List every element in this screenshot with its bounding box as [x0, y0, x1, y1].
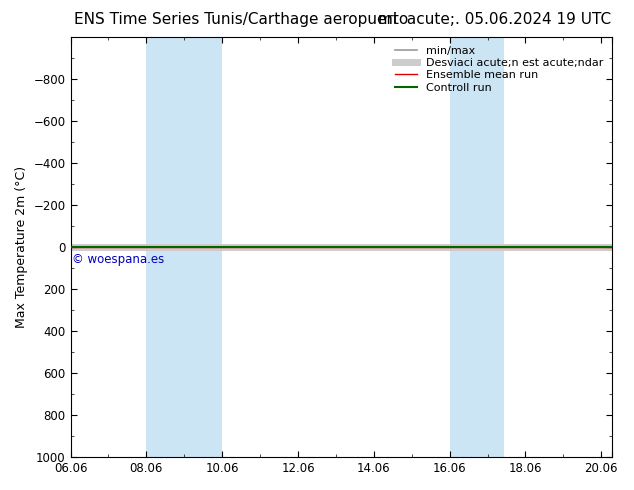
- Text: © woespana.es: © woespana.es: [72, 253, 165, 267]
- Bar: [146, 37, 222, 457]
- Text: mi  acute;. 05.06.2024 19 UTC: mi acute;. 05.06.2024 19 UTC: [378, 12, 611, 27]
- Text: ENS Time Series Tunis/Carthage aeropuerto: ENS Time Series Tunis/Carthage aeropuert…: [74, 12, 408, 27]
- Legend: min/max, Desviaci acute;n est acute;ndar, Ensemble mean run, Controll run: min/max, Desviaci acute;n est acute;ndar…: [391, 43, 606, 96]
- Bar: [450, 37, 504, 457]
- Y-axis label: Max Temperature 2m (°C): Max Temperature 2m (°C): [15, 166, 28, 328]
